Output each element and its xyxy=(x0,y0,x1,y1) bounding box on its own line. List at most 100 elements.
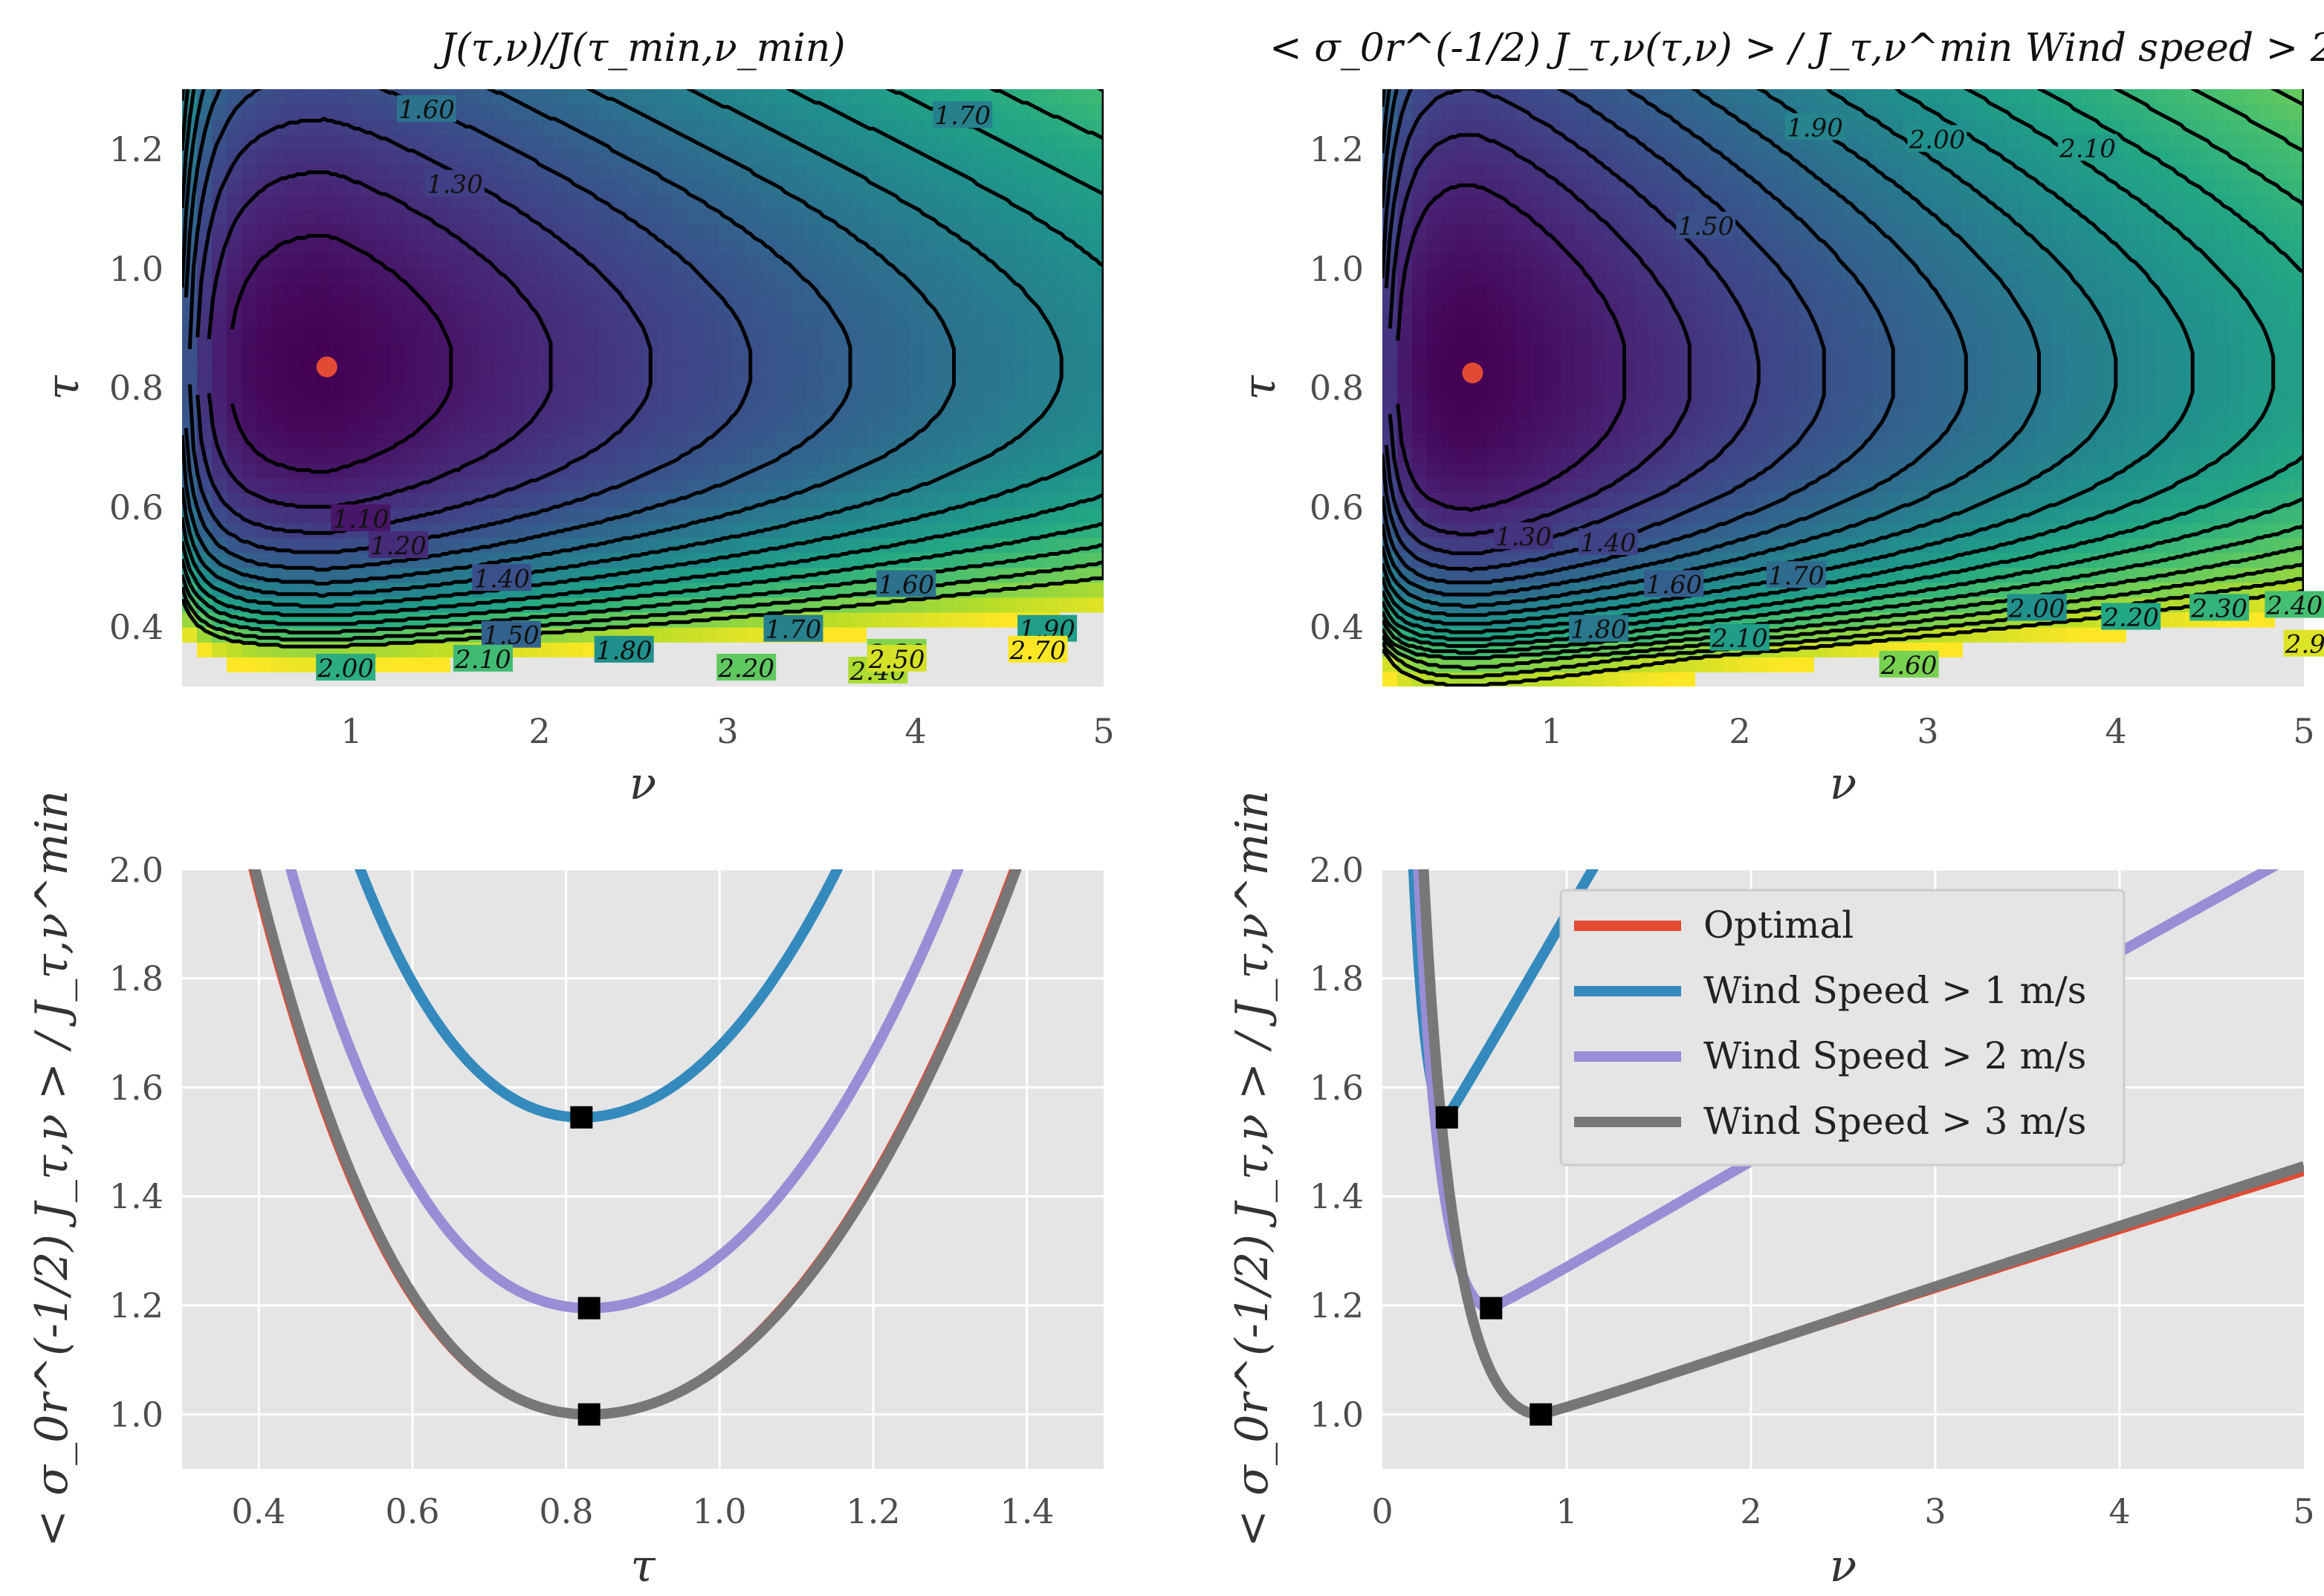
contour-cell xyxy=(1059,447,1075,464)
contour-cell xyxy=(866,149,881,165)
contour-cell xyxy=(450,507,465,523)
contour-cell xyxy=(910,357,926,374)
contour-cell xyxy=(435,253,450,270)
contour-cell xyxy=(940,193,956,210)
contour-cell xyxy=(628,328,644,344)
contour-cell xyxy=(256,163,272,180)
contour-cell xyxy=(1635,163,1651,180)
contour-cell xyxy=(227,357,242,374)
contour-cell xyxy=(1962,537,1978,554)
contour-cell xyxy=(390,239,406,255)
contour-cell xyxy=(717,343,733,359)
contour-cell xyxy=(2200,343,2215,359)
contour-cell xyxy=(1089,149,1104,165)
contour-cell xyxy=(2274,477,2290,493)
contour-cell xyxy=(554,477,569,493)
contour-cell xyxy=(1089,223,1104,239)
contour-cell xyxy=(1059,313,1075,329)
contour-cell xyxy=(1382,343,1398,359)
contour-line xyxy=(1382,89,1826,573)
contour-cell xyxy=(2111,418,2126,434)
contour-cell xyxy=(479,418,495,434)
contour-cell xyxy=(1590,119,1606,135)
axis-ticks-tr: 1 2 3 4 5 0.4 0.6 0.8 1.0 1.2 xyxy=(1310,129,2315,751)
contour-cell xyxy=(346,372,361,389)
contour-cell xyxy=(360,208,376,224)
contour-cell xyxy=(792,492,807,508)
contour-cell xyxy=(2066,163,2082,180)
contour-cell xyxy=(316,492,331,508)
contour-cell xyxy=(1442,388,1457,404)
contour-cell xyxy=(1992,253,2007,270)
contour-cell xyxy=(658,372,673,389)
contour-cell xyxy=(1531,134,1547,150)
contour-cell xyxy=(390,388,406,404)
contour-cell xyxy=(494,357,510,374)
contour-cell xyxy=(360,134,376,150)
contour-cell xyxy=(1992,626,2007,643)
contour-cell xyxy=(1605,328,1621,344)
contour-cell xyxy=(554,134,569,150)
contour-label-bg xyxy=(2057,134,2117,161)
contour-cell xyxy=(1799,283,1814,299)
contour-cell xyxy=(242,119,257,135)
contour-cell xyxy=(2200,253,2215,270)
contour-cell xyxy=(1680,283,1695,299)
contour-cell xyxy=(598,328,614,344)
contour-cell xyxy=(569,507,584,523)
contour-cell xyxy=(450,477,465,493)
contour-cell xyxy=(2036,268,2052,285)
contour-cell xyxy=(1029,89,1045,106)
contour-cell xyxy=(1843,328,1859,344)
contour-cell xyxy=(2200,388,2215,404)
contour-cell xyxy=(940,268,956,285)
contour-cell xyxy=(792,208,807,224)
contour-cell xyxy=(539,582,554,598)
contour-cell xyxy=(762,89,777,106)
contour-cell xyxy=(925,253,941,270)
contour-cell xyxy=(242,418,257,434)
contour-cell xyxy=(1044,343,1060,359)
contour-cell xyxy=(569,208,584,224)
contour-cell xyxy=(1561,223,1576,239)
contour-cell xyxy=(2259,268,2275,285)
contour-cell xyxy=(747,208,763,224)
contour-cell xyxy=(1014,372,1030,389)
contour-cell xyxy=(673,268,688,285)
contour-cell xyxy=(316,388,331,404)
contour-cell xyxy=(1590,462,1606,479)
contour-cell xyxy=(1014,597,1030,613)
contour-cell xyxy=(985,597,1000,613)
contour-label: 1.30 xyxy=(1495,522,1552,552)
contour-label-bg xyxy=(396,95,456,123)
contour-cell xyxy=(2022,343,2037,359)
contour-cell xyxy=(1680,253,1695,270)
contour-cell xyxy=(2185,104,2201,120)
ytick-br-3: 1.4 xyxy=(1310,1176,1364,1216)
contour-cell xyxy=(1843,343,1859,359)
contour-cell xyxy=(658,447,673,464)
contour-cell xyxy=(896,298,911,314)
contour-cell xyxy=(227,149,242,165)
contour-cell xyxy=(1813,149,1829,165)
contour-cell xyxy=(1089,268,1104,285)
contour-cell xyxy=(970,432,985,449)
contour-cell xyxy=(598,119,614,135)
contour-cell xyxy=(539,537,554,554)
contour-cell xyxy=(1000,313,1015,329)
contour-cell xyxy=(1903,268,1918,285)
contour-cell xyxy=(1665,462,1680,479)
contour-cell xyxy=(1665,313,1680,329)
contour-cell xyxy=(1695,656,1710,672)
contour-cell xyxy=(1635,357,1651,374)
contour-cell xyxy=(1799,372,1814,389)
contour-cell xyxy=(1089,328,1104,344)
contour-cell xyxy=(1873,357,1888,374)
contour-cell xyxy=(1784,193,1799,210)
contour-cell xyxy=(1029,432,1045,449)
contour-cell xyxy=(821,388,837,404)
contour-cell xyxy=(2126,328,2141,344)
contour-cell xyxy=(405,178,421,195)
contour-cell xyxy=(1962,418,1978,434)
contour-cell xyxy=(896,357,911,374)
